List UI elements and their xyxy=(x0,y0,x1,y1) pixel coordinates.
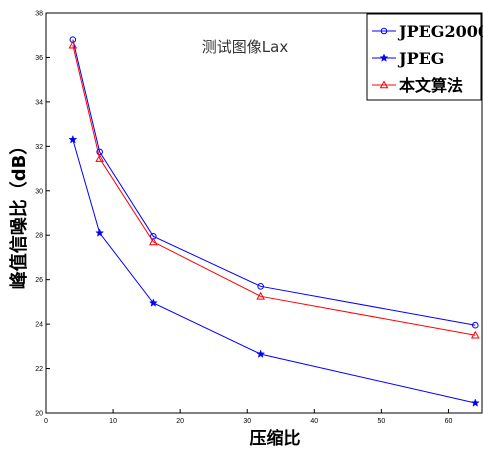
data-point xyxy=(68,40,78,49)
legend-label: JPEG xyxy=(397,49,444,68)
data-point xyxy=(470,330,480,339)
x-tick-label: 50 xyxy=(377,418,385,425)
y-tick-label: 28 xyxy=(35,233,43,240)
data-point xyxy=(95,228,105,237)
y-axis-title: 峰值信噪比（dB） xyxy=(8,137,30,290)
y-tick-label: 26 xyxy=(35,277,43,284)
x-tick-label: 30 xyxy=(243,418,251,425)
data-point xyxy=(470,398,480,407)
y-tick-label: 22 xyxy=(35,366,43,373)
data-point xyxy=(68,134,78,144)
series-triangle xyxy=(68,40,480,339)
data-point xyxy=(148,298,158,307)
series-line xyxy=(72,39,476,326)
data-point xyxy=(471,321,479,329)
data-point xyxy=(148,237,158,246)
y-tick-label: 38 xyxy=(35,11,43,18)
x-tick-label: 60 xyxy=(445,418,453,425)
data-point xyxy=(256,291,265,300)
legend-marker xyxy=(379,53,389,62)
y-axis-ticks: 20 22 24 26 28 30 32 34 36 38 xyxy=(35,11,50,418)
x-tick-label: 0 xyxy=(44,418,48,425)
legend-label: JPEG2000 xyxy=(397,22,483,41)
y-tick-label: 30 xyxy=(35,188,43,195)
data-point xyxy=(95,154,105,162)
x-axis-title: 压缩比 xyxy=(250,428,301,449)
x-tick-label: 20 xyxy=(176,418,184,425)
y-tick-label: 32 xyxy=(35,144,43,151)
y-tick-label: 36 xyxy=(35,55,43,62)
legend-marker xyxy=(380,27,388,35)
x-tick-label: 40 xyxy=(310,418,318,425)
series-layer xyxy=(68,36,480,407)
data-point xyxy=(257,283,264,290)
chart-title: 测试图像Lax xyxy=(202,38,289,56)
y-tick-label: 34 xyxy=(35,99,43,106)
x-axis-ticks: 0 10 20 30 40 50 60 xyxy=(44,409,452,425)
y-tick-label: 20 xyxy=(35,411,43,418)
legend-label: 本文算法 xyxy=(399,76,463,95)
series-star xyxy=(68,134,480,407)
y-tick-label: 24 xyxy=(35,322,43,329)
legend: JPEG2000 JPEG 本文算法 xyxy=(366,13,483,101)
legend-marker xyxy=(379,80,389,89)
series-line xyxy=(72,45,476,336)
x-tick-label: 10 xyxy=(109,418,117,425)
data-point xyxy=(256,349,266,358)
